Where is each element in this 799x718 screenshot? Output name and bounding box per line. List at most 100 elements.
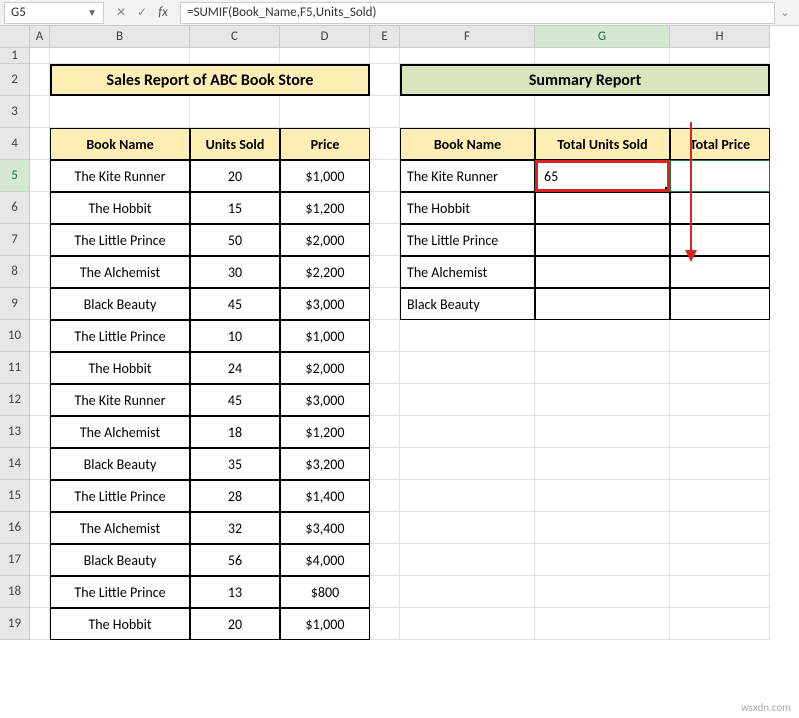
cell-G17[interactable] bbox=[535, 544, 670, 576]
cell-F12[interactable] bbox=[400, 384, 535, 416]
left-header-book-name[interactable]: Book Name bbox=[50, 128, 190, 160]
row-header-2[interactable]: 2 bbox=[0, 64, 30, 96]
left-header-units-sold[interactable]: Units Sold bbox=[190, 128, 280, 160]
cell-A3[interactable] bbox=[30, 96, 50, 128]
cell-G14[interactable] bbox=[535, 448, 670, 480]
cell-E10[interactable] bbox=[370, 320, 400, 352]
column-header-H[interactable]: H bbox=[670, 26, 770, 48]
cell-H17[interactable] bbox=[670, 544, 770, 576]
cell-G1[interactable] bbox=[535, 48, 670, 64]
column-header-B[interactable]: B bbox=[50, 26, 190, 48]
row-header-11[interactable]: 11 bbox=[0, 352, 30, 384]
cell-H18[interactable] bbox=[670, 576, 770, 608]
left-header-price[interactable]: Price bbox=[280, 128, 370, 160]
cell-H1[interactable] bbox=[670, 48, 770, 64]
left-units-17[interactable]: 56 bbox=[190, 544, 280, 576]
left-price-19[interactable]: $1,000 bbox=[280, 608, 370, 640]
left-price-12[interactable]: $3,000 bbox=[280, 384, 370, 416]
cell-H11[interactable] bbox=[670, 352, 770, 384]
fx-icon[interactable]: fx bbox=[154, 4, 172, 22]
row-header-13[interactable]: 13 bbox=[0, 416, 30, 448]
summary-report-title[interactable]: Summary Report bbox=[400, 64, 770, 96]
left-book-9[interactable]: Black Beauty bbox=[50, 288, 190, 320]
left-units-11[interactable]: 24 bbox=[190, 352, 280, 384]
left-units-15[interactable]: 28 bbox=[190, 480, 280, 512]
cell-B3[interactable] bbox=[50, 96, 190, 128]
cell-B1[interactable] bbox=[50, 48, 190, 64]
cell-G12[interactable] bbox=[535, 384, 670, 416]
cell-F13[interactable] bbox=[400, 416, 535, 448]
left-price-6[interactable]: $1,200 bbox=[280, 192, 370, 224]
cell-A14[interactable] bbox=[30, 448, 50, 480]
cell-H3[interactable] bbox=[670, 96, 770, 128]
row-header-4[interactable]: 4 bbox=[0, 128, 30, 160]
cell-G10[interactable] bbox=[535, 320, 670, 352]
left-units-5[interactable]: 20 bbox=[190, 160, 280, 192]
right-header-book-name[interactable]: Book Name bbox=[400, 128, 535, 160]
cell-F15[interactable] bbox=[400, 480, 535, 512]
row-header-1[interactable]: 1 bbox=[0, 48, 30, 64]
right-price-6[interactable] bbox=[670, 192, 770, 224]
right-book-5[interactable]: The Kite Runner bbox=[400, 160, 535, 192]
right-book-7[interactable]: The Little Prince bbox=[400, 224, 535, 256]
cell-F19[interactable] bbox=[400, 608, 535, 640]
column-header-D[interactable]: D bbox=[280, 26, 370, 48]
row-header-9[interactable]: 9 bbox=[0, 288, 30, 320]
cell-A12[interactable] bbox=[30, 384, 50, 416]
row-header-16[interactable]: 16 bbox=[0, 512, 30, 544]
row-header-15[interactable]: 15 bbox=[0, 480, 30, 512]
cell-D3[interactable] bbox=[280, 96, 370, 128]
cell-H15[interactable] bbox=[670, 480, 770, 512]
right-header-total-price[interactable]: Total Price bbox=[670, 128, 770, 160]
left-units-10[interactable]: 10 bbox=[190, 320, 280, 352]
left-price-15[interactable]: $1,400 bbox=[280, 480, 370, 512]
cell-F11[interactable] bbox=[400, 352, 535, 384]
right-units-8[interactable] bbox=[535, 256, 670, 288]
cell-A17[interactable] bbox=[30, 544, 50, 576]
cell-E3[interactable] bbox=[370, 96, 400, 128]
cell-F18[interactable] bbox=[400, 576, 535, 608]
cell-F10[interactable] bbox=[400, 320, 535, 352]
cell-A2[interactable] bbox=[30, 64, 50, 96]
cell-E16[interactable] bbox=[370, 512, 400, 544]
left-price-17[interactable]: $4,000 bbox=[280, 544, 370, 576]
cell-A4[interactable] bbox=[30, 128, 50, 160]
right-header-total-units[interactable]: Total Units Sold bbox=[535, 128, 670, 160]
column-header-A[interactable]: A bbox=[30, 26, 50, 48]
left-units-14[interactable]: 35 bbox=[190, 448, 280, 480]
left-units-6[interactable]: 15 bbox=[190, 192, 280, 224]
cell-A1[interactable] bbox=[30, 48, 50, 64]
left-book-8[interactable]: The Alchemist bbox=[50, 256, 190, 288]
cell-A19[interactable] bbox=[30, 608, 50, 640]
right-price-9[interactable] bbox=[670, 288, 770, 320]
cell-H16[interactable] bbox=[670, 512, 770, 544]
cell-F1[interactable] bbox=[400, 48, 535, 64]
left-units-16[interactable]: 32 bbox=[190, 512, 280, 544]
row-header-14[interactable]: 14 bbox=[0, 448, 30, 480]
selected-cell[interactable]: 65 bbox=[535, 160, 670, 192]
column-header-C[interactable]: C bbox=[190, 26, 280, 48]
sales-report-title[interactable]: Sales Report of ABC Book Store bbox=[50, 64, 370, 96]
column-header-G[interactable]: G bbox=[535, 26, 670, 48]
left-book-13[interactable]: The Alchemist bbox=[50, 416, 190, 448]
left-book-11[interactable]: The Hobbit bbox=[50, 352, 190, 384]
row-header-17[interactable]: 17 bbox=[0, 544, 30, 576]
left-book-15[interactable]: The Little Prince bbox=[50, 480, 190, 512]
row-header-12[interactable]: 12 bbox=[0, 384, 30, 416]
left-price-16[interactable]: $3,400 bbox=[280, 512, 370, 544]
cell-C3[interactable] bbox=[190, 96, 280, 128]
cell-E4[interactable] bbox=[370, 128, 400, 160]
cell-E14[interactable] bbox=[370, 448, 400, 480]
cell-E13[interactable] bbox=[370, 416, 400, 448]
right-price-5[interactable] bbox=[670, 160, 770, 192]
left-price-5[interactable]: $1,000 bbox=[280, 160, 370, 192]
left-book-12[interactable]: The Kite Runner bbox=[50, 384, 190, 416]
cell-E5[interactable] bbox=[370, 160, 400, 192]
left-price-14[interactable]: $3,200 bbox=[280, 448, 370, 480]
cell-A9[interactable] bbox=[30, 288, 50, 320]
column-header-E[interactable]: E bbox=[370, 26, 400, 48]
left-price-18[interactable]: $800 bbox=[280, 576, 370, 608]
left-units-9[interactable]: 45 bbox=[190, 288, 280, 320]
left-book-6[interactable]: The Hobbit bbox=[50, 192, 190, 224]
cell-G19[interactable] bbox=[535, 608, 670, 640]
